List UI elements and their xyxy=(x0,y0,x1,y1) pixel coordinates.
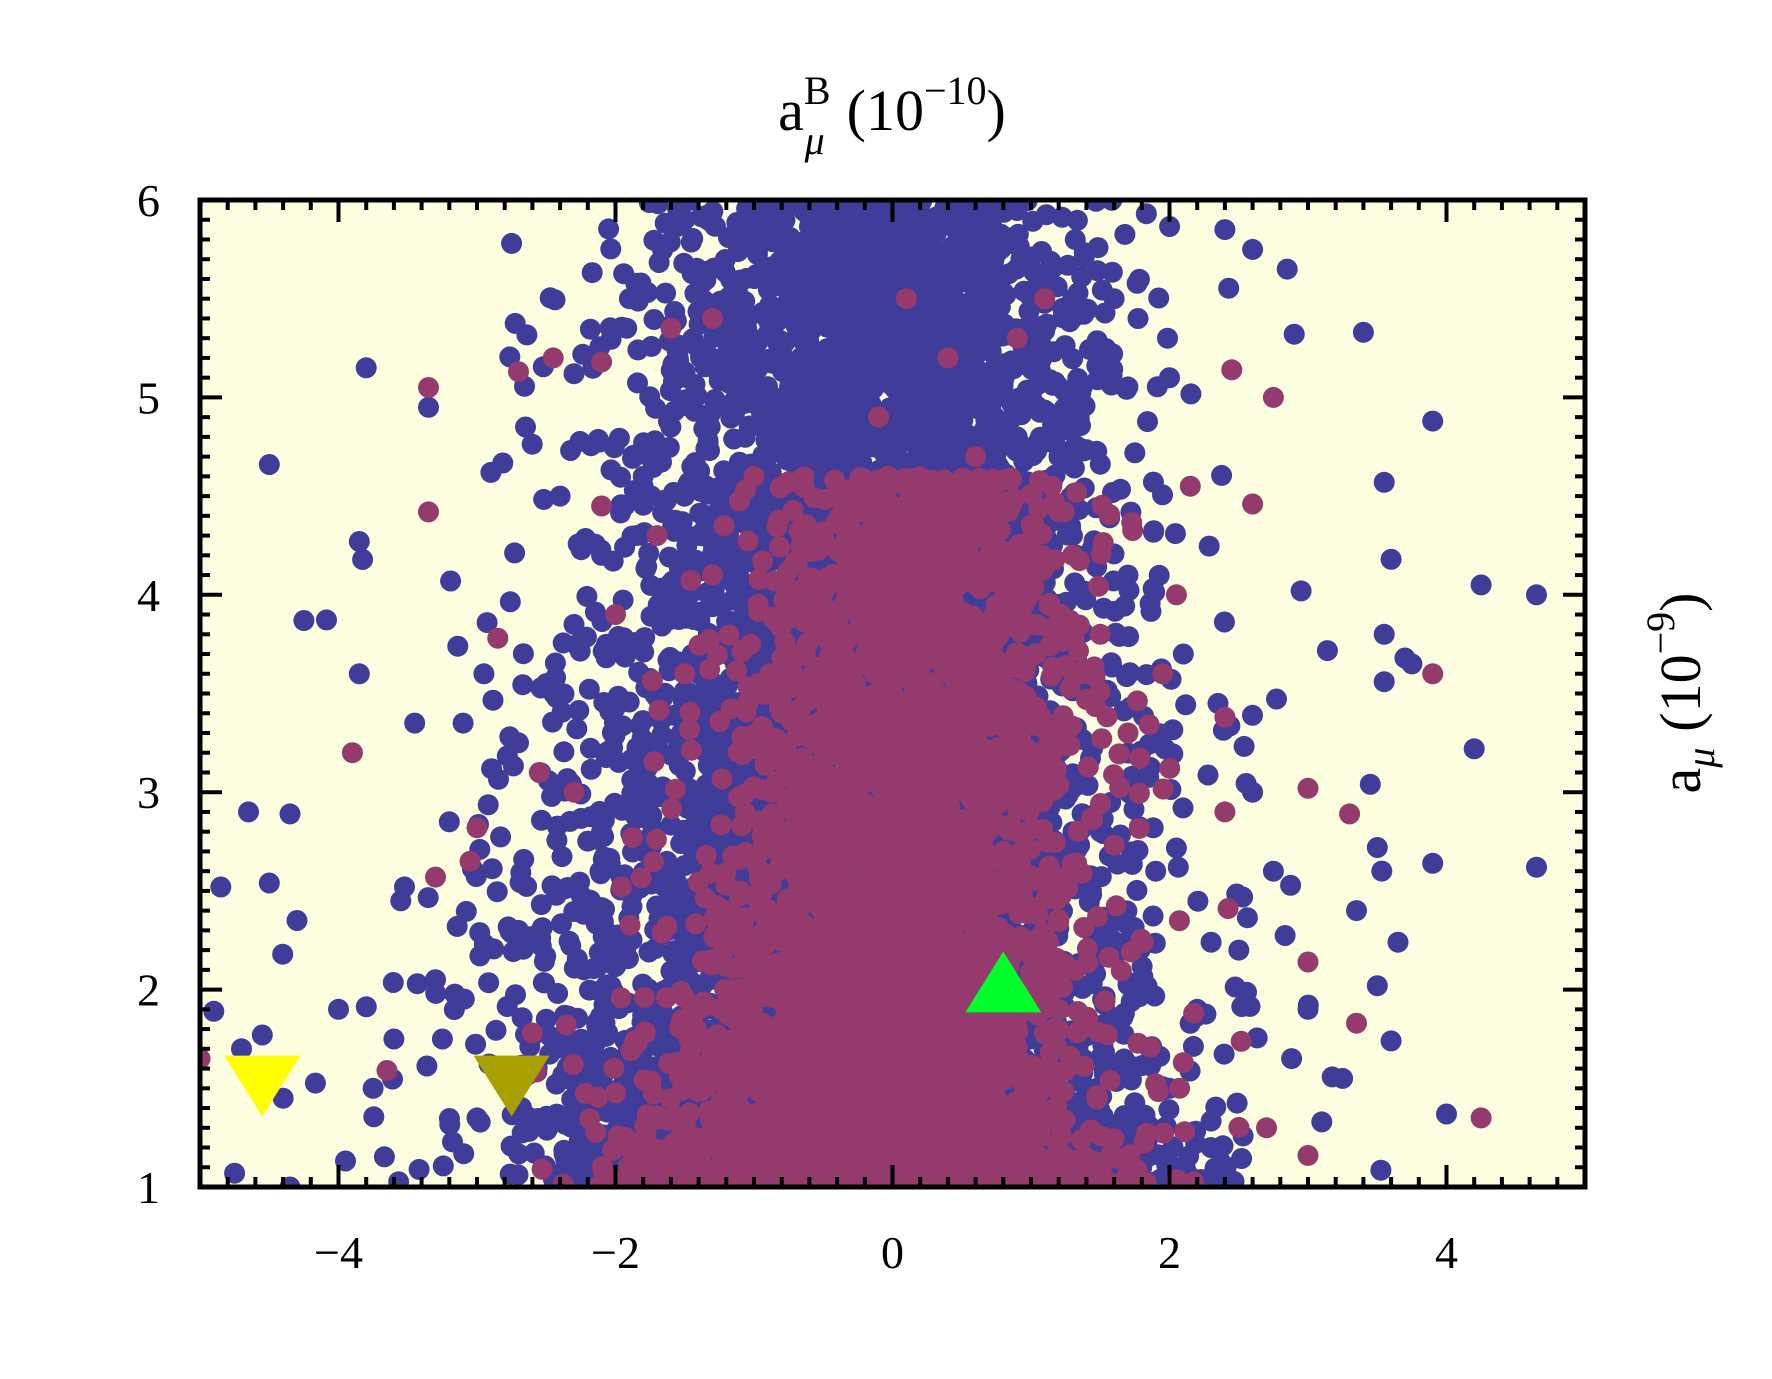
blue-point xyxy=(606,953,628,975)
blue-point xyxy=(1162,719,1184,741)
points-layer xyxy=(200,200,1547,1187)
blue-point xyxy=(1164,523,1186,545)
blue-point xyxy=(507,1164,529,1186)
blue-point xyxy=(645,397,667,419)
blue-point xyxy=(673,252,695,274)
blue-point xyxy=(579,737,601,759)
blue-point xyxy=(382,972,404,993)
blue-point xyxy=(533,488,555,510)
blue-point xyxy=(1124,442,1146,464)
blue-point xyxy=(352,549,374,570)
blue-point xyxy=(568,700,590,721)
blue-point xyxy=(1198,535,1220,557)
blue-point xyxy=(465,1033,487,1055)
blue-point xyxy=(408,1158,430,1180)
blue-point xyxy=(714,249,736,270)
blue-point xyxy=(1316,640,1338,662)
blue-point xyxy=(1180,383,1202,405)
blue-point xyxy=(504,312,526,334)
blue-point xyxy=(440,570,462,592)
blue-point xyxy=(1135,203,1157,225)
blue-point xyxy=(1187,890,1209,912)
blue-point xyxy=(505,984,526,1006)
blue-point xyxy=(576,585,598,607)
blue-point xyxy=(1266,688,1287,710)
blue-point xyxy=(704,395,726,417)
blue-point xyxy=(553,683,575,705)
blue-point xyxy=(1213,1043,1235,1065)
blue-point xyxy=(682,228,704,249)
blue-point xyxy=(373,1146,395,1168)
blue-point xyxy=(1148,287,1170,309)
blue-point xyxy=(499,591,521,613)
blue-point xyxy=(1157,327,1178,349)
blue-point xyxy=(1167,856,1189,878)
blue-point xyxy=(490,826,512,848)
blue-point xyxy=(304,1072,326,1094)
blue-point xyxy=(1025,345,1046,367)
blue-point xyxy=(580,758,602,780)
blue-point xyxy=(616,317,638,339)
blue-point xyxy=(1165,837,1187,859)
blue-point xyxy=(1104,600,1126,622)
blue-point xyxy=(1274,925,1296,946)
blue-point xyxy=(355,996,377,1018)
blue-point xyxy=(560,935,582,957)
blue-point xyxy=(600,459,622,481)
blue-point xyxy=(1114,223,1136,245)
blue-point xyxy=(316,609,337,631)
blue-point xyxy=(601,722,623,744)
blue-point xyxy=(552,632,574,654)
blue-point xyxy=(513,848,535,870)
blue-point xyxy=(1127,308,1149,329)
blue-point xyxy=(1077,774,1099,796)
blue-point xyxy=(363,1106,385,1128)
blue-point xyxy=(544,652,566,674)
blue-point xyxy=(1152,484,1173,506)
blue-point xyxy=(579,318,601,340)
blue-point xyxy=(1020,246,1042,268)
blue-point xyxy=(569,430,591,452)
blue-point xyxy=(272,943,294,965)
blue-point xyxy=(1142,905,1164,927)
blue-point xyxy=(655,282,677,304)
blue-point xyxy=(644,430,666,452)
blue-point xyxy=(1197,764,1219,786)
blue-point xyxy=(1085,200,1107,212)
blue-point xyxy=(1029,426,1051,448)
blue-point xyxy=(547,982,569,1004)
blue-point xyxy=(485,1019,507,1041)
blue-point xyxy=(482,689,504,711)
blue-point xyxy=(1213,611,1235,633)
blue-point xyxy=(1051,206,1073,228)
blue-point xyxy=(1280,874,1302,896)
blue-point xyxy=(581,262,603,284)
blue-point xyxy=(1371,860,1393,882)
blue-point xyxy=(640,335,662,357)
blue-point xyxy=(1211,464,1233,486)
blue-point xyxy=(553,741,575,763)
blue-point xyxy=(532,972,554,994)
blue-point xyxy=(1110,478,1131,500)
blue-point xyxy=(1175,694,1197,716)
blue-point xyxy=(1233,735,1255,757)
blue-point xyxy=(1236,907,1258,929)
blue-point xyxy=(486,881,508,903)
blue-point xyxy=(1121,853,1143,875)
blue-point xyxy=(1054,335,1076,357)
blue-point xyxy=(566,718,588,740)
blue-point xyxy=(1242,704,1263,726)
blue-point xyxy=(1370,1159,1392,1181)
blue-point xyxy=(570,885,592,907)
blue-point xyxy=(1218,277,1240,299)
blue-point xyxy=(627,372,648,394)
blue-point xyxy=(551,846,573,868)
blue-point xyxy=(1144,985,1166,1007)
blue-point xyxy=(406,973,428,995)
blue-point xyxy=(1137,411,1158,433)
blue-point xyxy=(652,239,674,261)
blue-point xyxy=(512,674,534,696)
